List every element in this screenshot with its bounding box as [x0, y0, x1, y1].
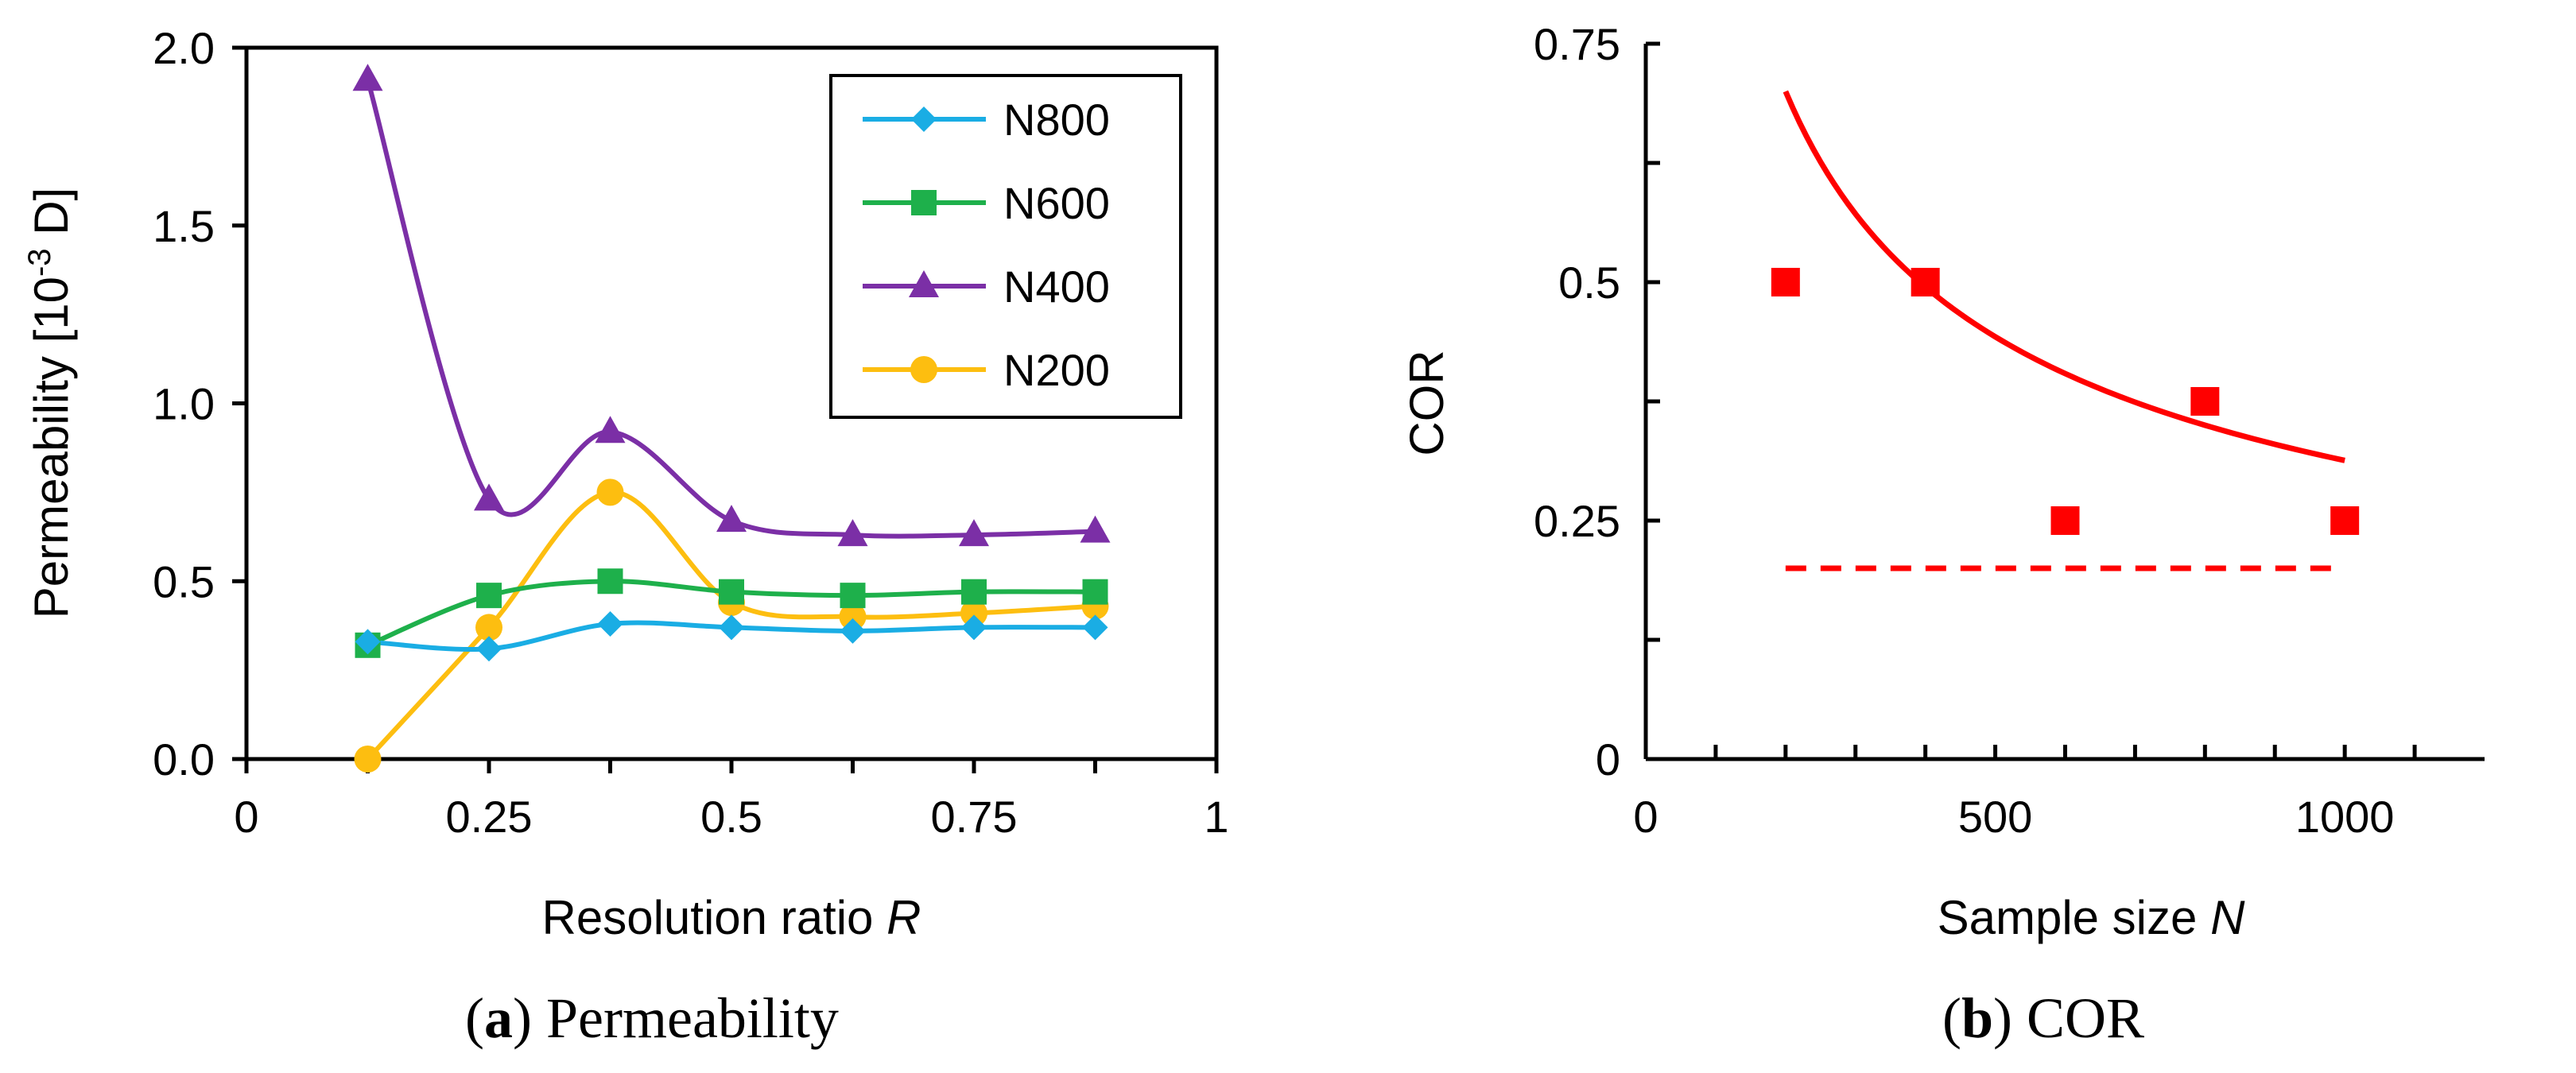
data-point-n400 [837, 519, 868, 547]
data-point-n600 [597, 568, 623, 595]
legend-marker-n200 [910, 356, 937, 383]
panel-b-x-axis-label-text: Sample size [1938, 891, 2198, 944]
y-tick-label: 2.0 [153, 23, 215, 73]
legend-label-n600: N600 [1003, 178, 1110, 228]
legend-box [829, 74, 1182, 419]
y-tick-label: 0 [1596, 734, 1620, 784]
data-point-n600 [840, 583, 866, 609]
y-tick-label: 0.5 [1558, 258, 1620, 308]
data-point-n200 [354, 746, 382, 773]
panel-a-y-axis-label: Permeability [10-3 D] [22, 188, 78, 618]
legend-marker-n800 [911, 107, 937, 132]
panel-a-x-axis-label-text: Resolution ratio [542, 891, 874, 944]
x-tick-label: 1 [1204, 792, 1228, 842]
data-point-n800 [840, 618, 866, 644]
series-line-n400 [365, 79, 1096, 539]
panel-a-caption-label: a [484, 986, 513, 1050]
legend-label-n800: N800 [1003, 95, 1110, 145]
panel-b-x-axis-label: Sample size N [1938, 891, 2245, 944]
y-tick-label: 1.5 [153, 201, 215, 251]
legend-label-n200: N200 [1003, 345, 1110, 395]
data-point-n200 [475, 614, 502, 641]
data-point-n400 [352, 64, 383, 91]
data-point-n600 [1082, 579, 1108, 605]
data-point-n800 [355, 629, 381, 655]
panel-b-lines [1783, 90, 2345, 571]
data-point-n800 [961, 614, 987, 641]
cor-data-point [2050, 506, 2080, 535]
data-point-n200 [596, 478, 624, 506]
cor-data-point [1911, 268, 1940, 296]
panel-a-y-axis-label-exponent: -3 [22, 248, 57, 277]
legend-label-n400: N400 [1003, 261, 1110, 312]
panel-a-series-markers [352, 64, 1111, 773]
y-tick-label: 0.25 [1534, 496, 1620, 546]
panel-a-ticks: 0 0.25 0.5 0.75 1 0.0 0.5 1.0 1.5 2.0 [153, 23, 1228, 842]
x-tick-label: 1000 [2295, 792, 2395, 842]
legend-marker-n400 [909, 270, 939, 297]
data-point-n400 [959, 519, 989, 547]
x-tick-label: 500 [1958, 792, 2032, 842]
panel-b-markers [1771, 268, 2360, 535]
data-point-n200 [839, 603, 867, 630]
panel-a-permeability-chart: 0 0.25 0.5 0.75 1 0.0 0.5 1.0 1.5 2.0 N800 N600 N40… [22, 23, 1229, 1050]
data-point-n200 [960, 599, 987, 627]
panel-b-caption-label: b [1961, 986, 1993, 1050]
panel-b-caption-text: COR [2027, 986, 2144, 1050]
panel-a-x-axis-label: Resolution ratio R [542, 891, 921, 944]
panel-a-legend: N800 N600 N400 N200 [829, 74, 1182, 419]
data-point-n400 [595, 416, 626, 444]
panel-a-caption-text: Permeability [546, 986, 839, 1050]
panel-b-caption: (b) COR [1942, 986, 2144, 1050]
data-point-n600 [961, 579, 987, 605]
fit-curve [1783, 90, 2345, 463]
panel-a-y-axis-label-unit: D] [25, 188, 78, 249]
y-tick-label: 0.0 [153, 734, 215, 784]
data-point-n800 [719, 614, 744, 641]
data-point-n800 [1082, 614, 1108, 641]
x-tick-label: 0 [1633, 792, 1658, 842]
panel-a-y-axis-label-text: Permeability [10 [25, 277, 78, 618]
y-tick-label: 1.0 [153, 379, 215, 429]
x-tick-label: 0.5 [700, 792, 762, 842]
data-point-n400 [474, 483, 504, 511]
panel-a-x-axis-label-variable: R [886, 891, 921, 944]
cor-data-point [2330, 506, 2360, 535]
data-point-n600 [719, 579, 744, 605]
legend-marker-n600 [911, 190, 937, 215]
legend-entries: N800 N600 N400 N200 [863, 95, 1110, 395]
data-point-n400 [716, 505, 747, 533]
x-tick-label: 0 [234, 792, 258, 842]
data-point-n800 [597, 610, 623, 637]
data-point-n600 [476, 583, 502, 609]
data-point-n800 [476, 636, 502, 662]
panel-a-caption: (a) Permeability [465, 986, 839, 1050]
data-point-n400 [1080, 515, 1111, 543]
x-tick-label: 0.25 [446, 792, 533, 842]
panel-b-cor-chart: 0 500 1000 0 0.25 0.5 0.75 COR Sample size N (… [1400, 19, 2485, 1050]
y-tick-label: 0.75 [1534, 19, 1620, 69]
x-tick-label: 0.75 [931, 792, 1018, 842]
y-tick-label: 0.5 [153, 556, 215, 606]
panel-b-ticks: 0 500 1000 0 0.25 0.5 0.75 [1534, 19, 2417, 842]
panel-b-x-axis-label-variable: N [2210, 891, 2245, 944]
cor-data-point [1771, 268, 1800, 296]
cor-data-point [2190, 387, 2220, 416]
panel-b-y-axis-label: COR [1400, 350, 1453, 455]
